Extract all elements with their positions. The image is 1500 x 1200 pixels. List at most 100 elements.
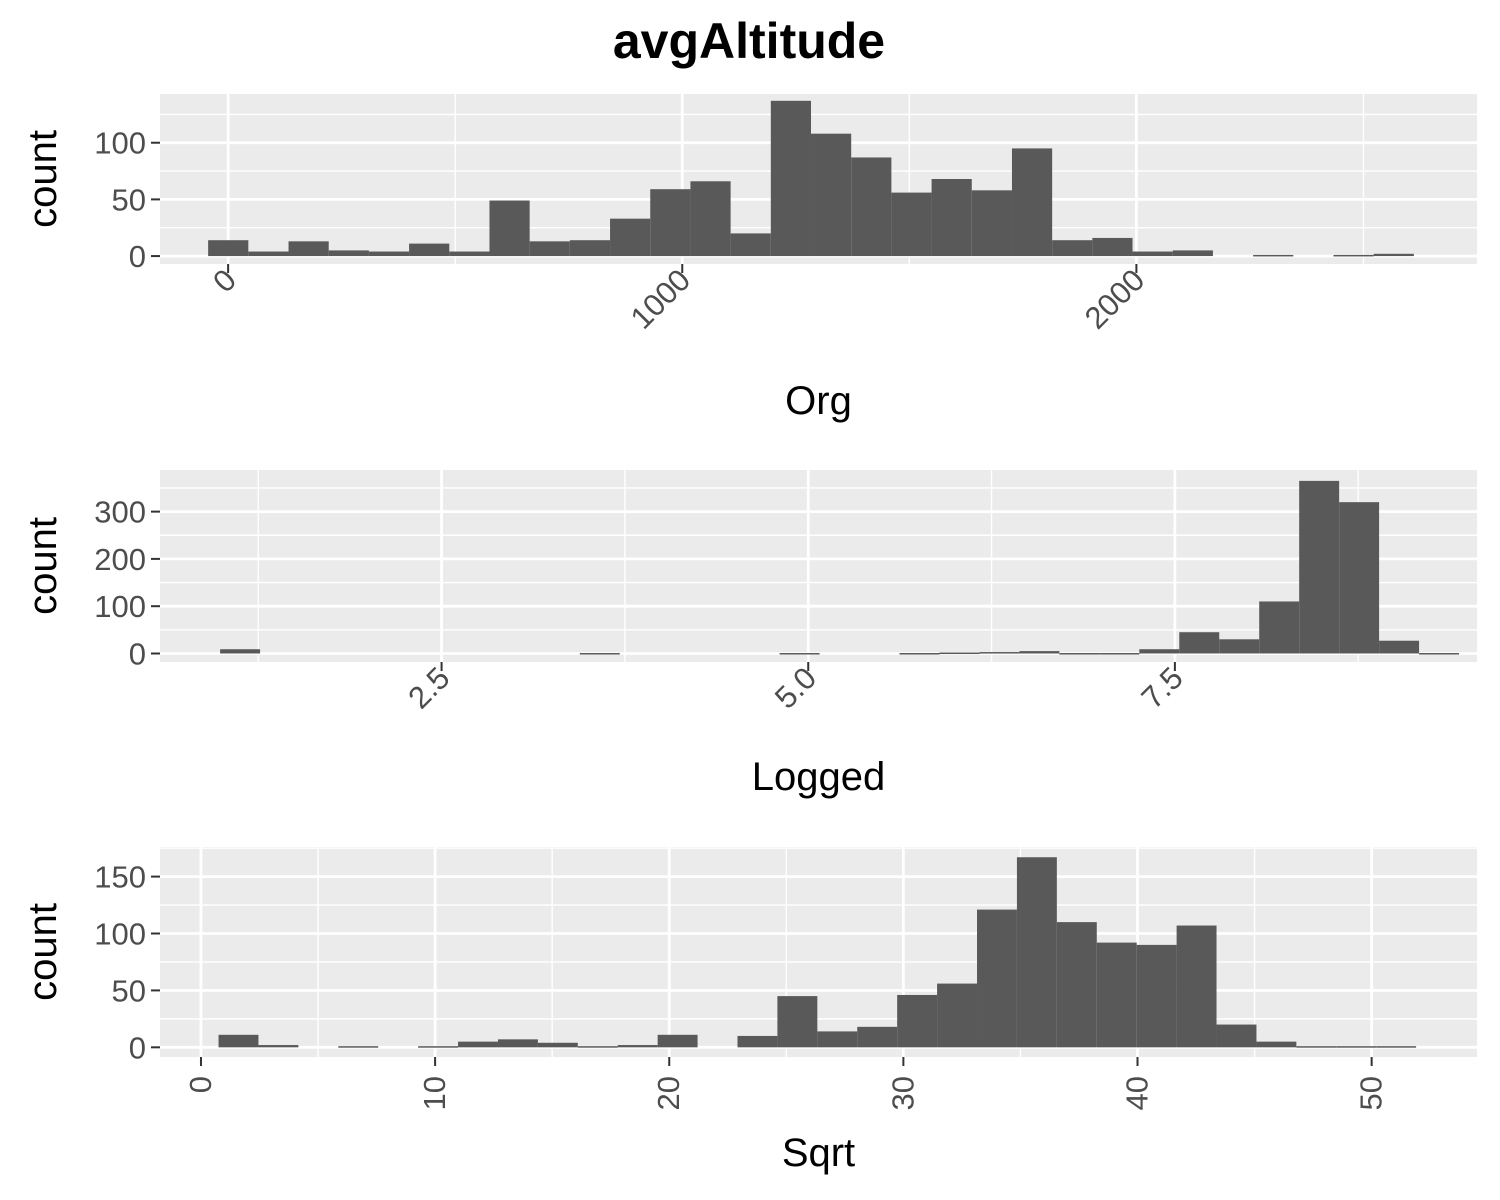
histogram-bar bbox=[617, 1045, 658, 1048]
histogram-bar bbox=[1373, 253, 1414, 257]
y-tick-label: 200 bbox=[94, 542, 146, 577]
histogram-bar bbox=[857, 1026, 898, 1048]
y-tick-label: 50 bbox=[112, 182, 146, 217]
y-tick-label: 0 bbox=[129, 1030, 146, 1065]
histogram-bar bbox=[1172, 250, 1213, 257]
y-tick-label: 0 bbox=[129, 239, 146, 274]
histogram-bar bbox=[258, 1045, 299, 1048]
histogram-bar bbox=[1256, 1041, 1297, 1048]
histogram-bar bbox=[449, 251, 490, 257]
x-tick-label: 40 bbox=[1120, 1076, 1155, 1110]
histogram-bar bbox=[1052, 240, 1093, 257]
x-tick-label: 10 bbox=[417, 1076, 452, 1110]
histogram-bar bbox=[1219, 639, 1260, 654]
y-axis-title: count bbox=[21, 130, 65, 228]
histogram-bar bbox=[458, 1041, 498, 1048]
y-tick-label: 100 bbox=[94, 126, 146, 161]
x-tick-label: 5.0 bbox=[768, 660, 823, 715]
histogram-bar bbox=[730, 233, 771, 257]
histogram-bar bbox=[897, 994, 938, 1048]
x-tick-label: 50 bbox=[1354, 1076, 1389, 1110]
y-tick-label: 50 bbox=[112, 973, 146, 1008]
histogram-bar bbox=[779, 653, 820, 655]
histogram-bar bbox=[1056, 922, 1097, 1048]
histogram-bar bbox=[1096, 942, 1137, 1048]
histogram-bar bbox=[971, 190, 1012, 257]
histogram-bar bbox=[1099, 653, 1140, 655]
histogram-bar bbox=[368, 251, 410, 257]
y-tick-label: 300 bbox=[94, 495, 146, 530]
x-tick-label: 7.5 bbox=[1135, 660, 1190, 715]
histogram-bar bbox=[1016, 857, 1057, 1048]
histogram-bar bbox=[1179, 632, 1220, 654]
histogram-bar bbox=[288, 241, 329, 257]
histogram-bar bbox=[899, 653, 940, 655]
histogram-bar bbox=[1419, 653, 1460, 655]
histogram-bar bbox=[569, 240, 611, 257]
histogram-bar bbox=[1336, 1046, 1377, 1048]
x-tick-label: 2000 bbox=[1078, 262, 1152, 336]
histogram-bar bbox=[657, 1034, 698, 1048]
histogram-bar bbox=[497, 1039, 538, 1048]
histogram-bar bbox=[1176, 925, 1217, 1048]
histogram-bar bbox=[1379, 640, 1420, 654]
y-axis-title: count bbox=[21, 517, 65, 615]
histogram-bar bbox=[1299, 480, 1340, 654]
histogram-bar bbox=[328, 250, 369, 257]
y-tick-label: 150 bbox=[94, 860, 146, 895]
x-tick-label: 0 bbox=[183, 1076, 218, 1093]
histogram-bar bbox=[409, 243, 450, 257]
figure-title: avgAltitude bbox=[613, 13, 885, 69]
histogram-bar bbox=[489, 200, 530, 257]
histogram-bar bbox=[937, 983, 978, 1048]
histogram-bar bbox=[1136, 944, 1177, 1048]
histogram-bar bbox=[220, 649, 261, 654]
y-tick-label: 100 bbox=[94, 589, 146, 624]
histogram-bar bbox=[770, 100, 812, 257]
histogram-bar bbox=[817, 1031, 858, 1048]
histogram-bar bbox=[891, 192, 932, 257]
histogram-bar bbox=[1216, 1024, 1257, 1048]
panel-background bbox=[160, 847, 1477, 1057]
histogram-bar bbox=[650, 189, 691, 257]
histogram-bar bbox=[979, 652, 1020, 654]
histogram-bar bbox=[1059, 653, 1100, 655]
histogram-bar bbox=[690, 181, 731, 257]
histogram-bar bbox=[418, 1046, 459, 1048]
x-tick-label: 2.5 bbox=[401, 660, 456, 715]
y-tick-label: 0 bbox=[129, 636, 146, 671]
x-axis-title: Sqrt bbox=[782, 1131, 855, 1175]
histogram-bar bbox=[537, 1042, 578, 1048]
histogram-bar bbox=[1259, 601, 1300, 654]
x-axis-title: Org bbox=[785, 379, 852, 423]
x-tick-label: 1000 bbox=[624, 262, 698, 336]
histogram-bar bbox=[1092, 237, 1133, 257]
histogram-panel-sqrt: 0 50 100 150 0 10 20 30 40 50 Sqrt count bbox=[21, 847, 1477, 1175]
histogram-bar bbox=[1339, 502, 1380, 654]
histogram-bar bbox=[1132, 251, 1173, 257]
x-tick-label: 0 bbox=[206, 262, 243, 299]
histogram-bar bbox=[939, 652, 980, 655]
x-axis-title: Logged bbox=[752, 755, 885, 799]
histogram-bar bbox=[977, 909, 1017, 1048]
histogram-bar bbox=[931, 179, 972, 257]
y-tick-label: 100 bbox=[94, 917, 146, 952]
histogram-bar bbox=[777, 996, 818, 1048]
x-tick-label: 20 bbox=[651, 1076, 686, 1110]
histogram-bar bbox=[248, 251, 289, 257]
histogram-bar bbox=[610, 218, 651, 257]
histogram-bar bbox=[811, 133, 852, 257]
histogram-bar bbox=[529, 241, 570, 257]
histogram-bar bbox=[1139, 649, 1180, 654]
histogram-panel-logged: 0 100 200 300 2.5 5.0 7.5 Logged count bbox=[21, 470, 1477, 799]
histogram-bar bbox=[851, 157, 892, 257]
histogram-bar bbox=[579, 653, 620, 655]
histogram-bar bbox=[338, 1046, 379, 1048]
histogram-bar bbox=[1376, 1046, 1417, 1048]
histogram-bar bbox=[218, 1034, 259, 1048]
histogram-bar bbox=[1011, 148, 1053, 257]
histogram-bar bbox=[577, 1046, 618, 1048]
